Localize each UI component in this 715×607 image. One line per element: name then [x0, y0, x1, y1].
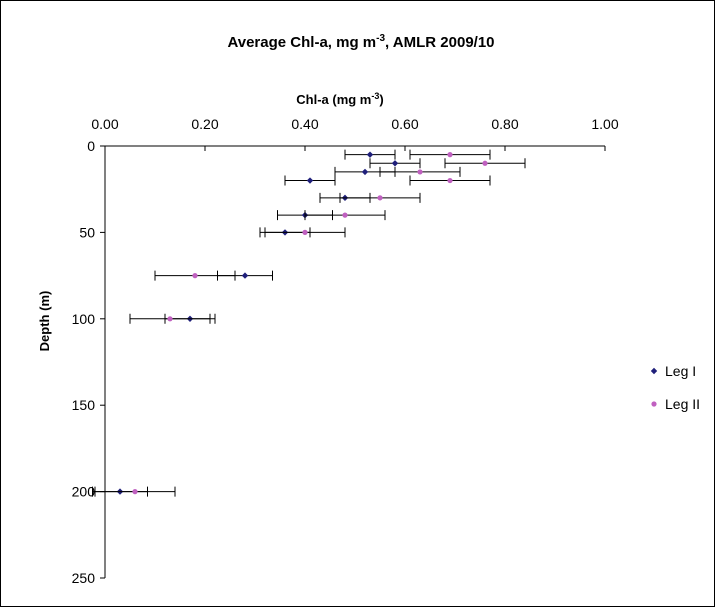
chart-title-suffix: , AMLR 2009/10 [385, 34, 495, 51]
data-point-circle [447, 177, 453, 184]
axes-group: 0.00 0.20 0.40 0.60 0.80 1.00 0 50 100 150 200 250 [72, 116, 619, 586]
chart-title-sup: -3 [376, 33, 385, 44]
x-tick-label: 1.00 [591, 116, 618, 132]
y-tick-label: 250 [72, 570, 96, 586]
series-0 [92, 149, 421, 497]
data-point-diamond [366, 151, 374, 158]
x-axis-title-suffix: ) [379, 92, 383, 107]
legend-marker [650, 367, 658, 375]
x-axis-title-main: Chl-a (mg m [296, 92, 371, 107]
data-point-diamond [306, 177, 314, 184]
data-point-diamond [361, 168, 369, 176]
x-tick-label: 0.60 [391, 116, 418, 132]
x-tick-label: 0.40 [291, 116, 318, 132]
chart-title: Average Chl-a, mg m-3, AMLR 2009/10 [227, 33, 494, 51]
data-point-circle [192, 273, 198, 279]
data-point-circle [417, 169, 423, 175]
y-tick-label: 50 [79, 224, 95, 240]
data-point-circle [447, 152, 453, 158]
data-point-circle [132, 489, 138, 495]
legend: Leg I Leg II [650, 363, 700, 412]
x-axis-title-sup: -3 [371, 91, 379, 101]
x-tick-label: 0.80 [491, 116, 518, 132]
y-tick-label: 200 [72, 484, 96, 500]
marks-group [92, 149, 526, 497]
legend-label: Leg II [665, 396, 700, 412]
data-point-diamond [391, 160, 399, 167]
x-tick-label: 0.20 [191, 116, 218, 132]
y-tick-label: 0 [87, 138, 95, 154]
data-point-circle [482, 160, 488, 166]
y-axis-title: Depth (m) [37, 291, 52, 352]
data-point-diamond [241, 272, 249, 279]
x-axis-title: Chl-a (mg m-3) [296, 91, 383, 107]
legend-label: Leg I [665, 363, 696, 379]
x-tick-label: 0.00 [91, 116, 118, 132]
data-point-circle [302, 229, 308, 235]
y-tick-label: 150 [72, 397, 96, 413]
chart-title-main: Average Chl-a, mg m [227, 34, 376, 51]
data-point-circle [342, 212, 348, 218]
data-point-circle [377, 195, 383, 201]
series-1 [94, 149, 526, 497]
legend-marker [651, 401, 657, 407]
y-tick-label: 100 [72, 311, 96, 327]
data-point-circle [167, 316, 173, 322]
